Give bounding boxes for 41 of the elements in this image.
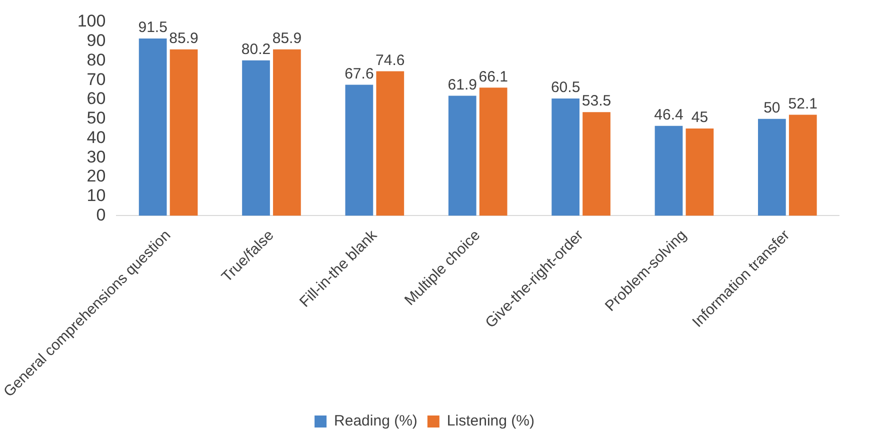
legend-label: Listening (%): [446, 412, 534, 430]
data-label: 74.6: [376, 52, 405, 69]
bar: [582, 112, 610, 216]
data-label: 67.6: [344, 65, 374, 82]
y-tick-label: 30: [86, 147, 106, 166]
bar: [552, 98, 580, 216]
y-tick-label: 70: [86, 70, 106, 89]
bar: [788, 114, 817, 216]
data-label: 53.5: [582, 92, 612, 110]
y-tick-label: 40: [86, 128, 106, 147]
data-label: 45: [691, 109, 708, 126]
legend-label: Reading (%): [334, 412, 418, 430]
y-tick-label: 0: [96, 205, 106, 224]
data-label: 52.1: [788, 95, 818, 112]
bar: [138, 38, 167, 216]
bar: [376, 71, 404, 216]
data-label: 80.2: [241, 40, 271, 58]
data-label: 61.9: [448, 76, 477, 94]
bar: [273, 49, 301, 216]
bar: [242, 60, 270, 216]
y-tick-label: 100: [77, 12, 106, 31]
data-label: 60.5: [550, 79, 580, 96]
bar: [479, 88, 508, 216]
bar: [345, 84, 374, 216]
y-tick-label: 50: [86, 108, 106, 128]
bar: [448, 96, 476, 216]
data-label: 46.4: [654, 106, 684, 124]
bar: [654, 126, 683, 216]
y-tick-label: 10: [86, 186, 106, 206]
y-tick-label: 80: [86, 50, 106, 70]
data-label: 85.9: [169, 30, 198, 47]
data-label: 66.1: [478, 68, 508, 86]
bar: [686, 128, 714, 216]
bar: [758, 118, 786, 216]
data-label: 50: [764, 100, 780, 116]
bar: [170, 49, 198, 216]
data-label: 91.5: [138, 19, 168, 36]
data-label: 85.9: [272, 30, 302, 47]
y-tick-label: 90: [86, 31, 106, 50]
y-tick-label: 60: [86, 89, 106, 108]
y-tick-label: 20: [86, 166, 106, 186]
